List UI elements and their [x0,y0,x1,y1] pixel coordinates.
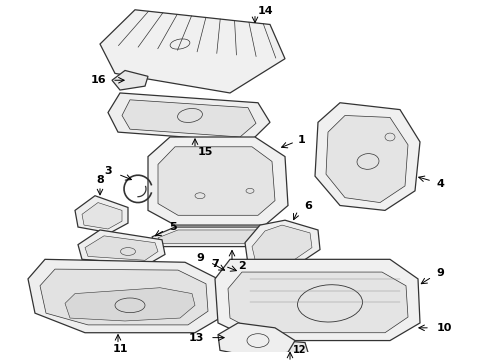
Polygon shape [40,269,208,325]
Text: 12: 12 [293,345,307,355]
Polygon shape [100,10,285,93]
Text: 15: 15 [197,147,213,157]
Polygon shape [158,230,288,244]
Polygon shape [245,220,320,266]
Polygon shape [108,93,270,142]
Text: 16: 16 [90,75,106,85]
Polygon shape [78,230,165,264]
Polygon shape [326,116,408,203]
Text: 3: 3 [104,166,112,176]
Polygon shape [112,71,148,90]
Text: 9: 9 [196,253,204,264]
Polygon shape [252,225,312,261]
Text: 7: 7 [211,259,219,269]
Polygon shape [28,259,220,333]
Text: 4: 4 [436,179,444,189]
Text: 10: 10 [436,323,452,333]
Polygon shape [228,262,262,294]
Polygon shape [315,103,420,210]
Polygon shape [148,137,288,225]
Text: 1: 1 [298,135,306,145]
Text: 6: 6 [304,202,312,211]
Polygon shape [218,323,295,357]
Polygon shape [65,288,195,321]
Polygon shape [82,203,122,229]
Text: 5: 5 [169,222,177,232]
Text: 11: 11 [112,345,128,354]
Text: 8: 8 [96,175,104,185]
Polygon shape [85,236,158,260]
Text: 14: 14 [257,6,273,16]
Text: 9: 9 [436,268,444,278]
Text: 13: 13 [188,333,204,343]
Polygon shape [215,259,420,341]
Text: 2: 2 [238,261,246,271]
Polygon shape [158,147,275,215]
Polygon shape [152,227,292,247]
Polygon shape [228,272,408,333]
Polygon shape [270,341,308,360]
Polygon shape [75,196,128,233]
Polygon shape [122,100,256,137]
